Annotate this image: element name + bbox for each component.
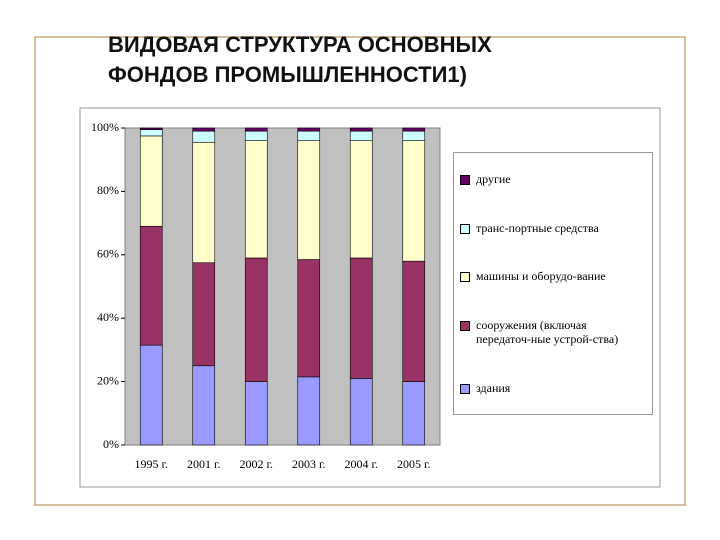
- bar-segment: [297, 376, 321, 446]
- bar-segment: [139, 135, 163, 227]
- bar-segment: [402, 260, 426, 382]
- x-tick-label: 2002 г.: [239, 457, 273, 471]
- bar-segment: [192, 130, 216, 143]
- x-tick-label: 2001 г.: [187, 457, 221, 471]
- legend-swatch: [460, 175, 470, 186]
- legend-item: транс-портные средства: [460, 221, 646, 235]
- bar-segment: [349, 130, 373, 141]
- legend-swatch: [460, 223, 470, 234]
- legend-item: машины и оборудо-вание: [460, 269, 646, 283]
- legend-label: сооружения (включая передаточ-ные устрой…: [476, 318, 619, 347]
- bar-segment: [244, 381, 268, 446]
- legend-item: здания: [460, 381, 646, 395]
- x-tick-label: 2003 г.: [292, 457, 326, 471]
- legend-label: здания: [476, 380, 511, 395]
- legend-label: другие: [476, 172, 511, 187]
- bar-segment: [244, 127, 268, 132]
- y-tick-label: 40%: [97, 310, 119, 324]
- bar-segment: [402, 140, 426, 262]
- bar-segment: [192, 141, 216, 264]
- bar-segment: [402, 130, 426, 141]
- plot-area: [124, 127, 441, 446]
- x-tick-label: 1995 г.: [134, 457, 168, 471]
- y-tick-label: 0%: [103, 437, 119, 451]
- chart-title: ВИДОВАЯ СТРУКТУРА ОСНОВНЫХ ФОНДОВ ПРОМЫШ…: [108, 32, 492, 87]
- slide-frame: [34, 36, 686, 506]
- bar-segment: [139, 129, 163, 137]
- bar-segment: [349, 140, 373, 259]
- y-tick-label: 60%: [97, 247, 119, 261]
- bar-segment: [297, 140, 321, 260]
- y-tick-label: 80%: [97, 183, 119, 197]
- x-tick-label: 2004 г.: [344, 457, 378, 471]
- legend-item: другие: [460, 172, 646, 186]
- bar-segment: [297, 259, 321, 378]
- bar-segment: [402, 381, 426, 446]
- bar-segment: [139, 225, 163, 346]
- bar-segment: [244, 130, 268, 141]
- bar-segment: [139, 344, 163, 446]
- bar-segment: [349, 378, 373, 446]
- bar-segment: [297, 127, 321, 132]
- bar-segment: [192, 365, 216, 446]
- legend-item: сооружения (включая передаточ-ные устрой…: [460, 318, 646, 346]
- bar-segment: [139, 127, 163, 130]
- bar-segment: [297, 130, 321, 141]
- x-tick-label: 2005 г.: [397, 457, 431, 471]
- legend-swatch: [460, 321, 470, 332]
- legend-label: транс-портные средства: [476, 220, 599, 235]
- legend-swatch: [460, 272, 470, 283]
- legend-swatch: [460, 383, 470, 394]
- y-tick-label: 100%: [91, 120, 119, 134]
- bar-segment: [244, 257, 268, 382]
- bar-segment: [349, 127, 373, 132]
- bar-segment: [244, 140, 268, 259]
- legend: другие транс-портные средства машины и обо…: [453, 152, 653, 415]
- bar-segment: [349, 257, 373, 379]
- bar-segment: [192, 262, 216, 367]
- legend-label: машины и оборудо-вание: [476, 269, 606, 284]
- bar-segment: [402, 127, 426, 132]
- bar-segment: [192, 127, 216, 132]
- y-tick-label: 20%: [97, 373, 119, 387]
